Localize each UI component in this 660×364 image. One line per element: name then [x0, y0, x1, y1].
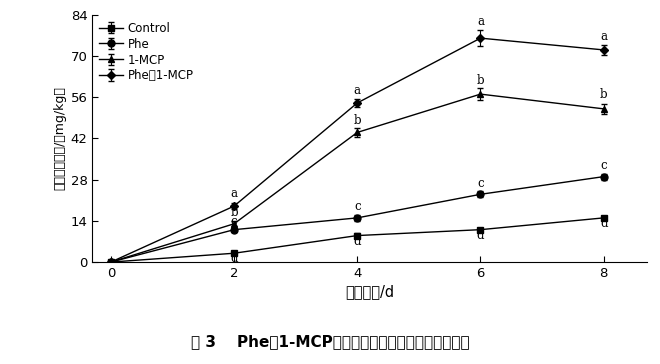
Text: c: c [354, 201, 360, 213]
Text: c: c [477, 177, 484, 190]
Text: b: b [600, 88, 607, 102]
Text: a: a [230, 187, 238, 199]
Text: a: a [600, 29, 607, 43]
Text: d: d [477, 229, 484, 242]
Text: a: a [354, 84, 361, 97]
Legend: Control, Phe, 1-MCP, Phe＋1-MCP: Control, Phe, 1-MCP, Phe＋1-MCP [98, 20, 195, 84]
Text: c: c [601, 159, 607, 172]
Text: d: d [230, 252, 238, 265]
Text: b: b [354, 114, 361, 127]
Text: c: c [231, 215, 238, 228]
Y-axis label: 总花色苷含量/（mg/kg）: 总花色苷含量/（mg/kg） [53, 86, 67, 190]
Text: b: b [477, 74, 484, 87]
X-axis label: 购藏时间/d: 购藏时间/d [345, 284, 394, 299]
Text: 图 3    Phe和1-MCP处理对桃果皮总花色苷含量的影响: 图 3 Phe和1-MCP处理对桃果皮总花色苷含量的影响 [191, 335, 469, 349]
Text: d: d [354, 235, 361, 248]
Text: b: b [230, 206, 238, 219]
Text: a: a [477, 15, 484, 28]
Text: d: d [600, 217, 607, 230]
